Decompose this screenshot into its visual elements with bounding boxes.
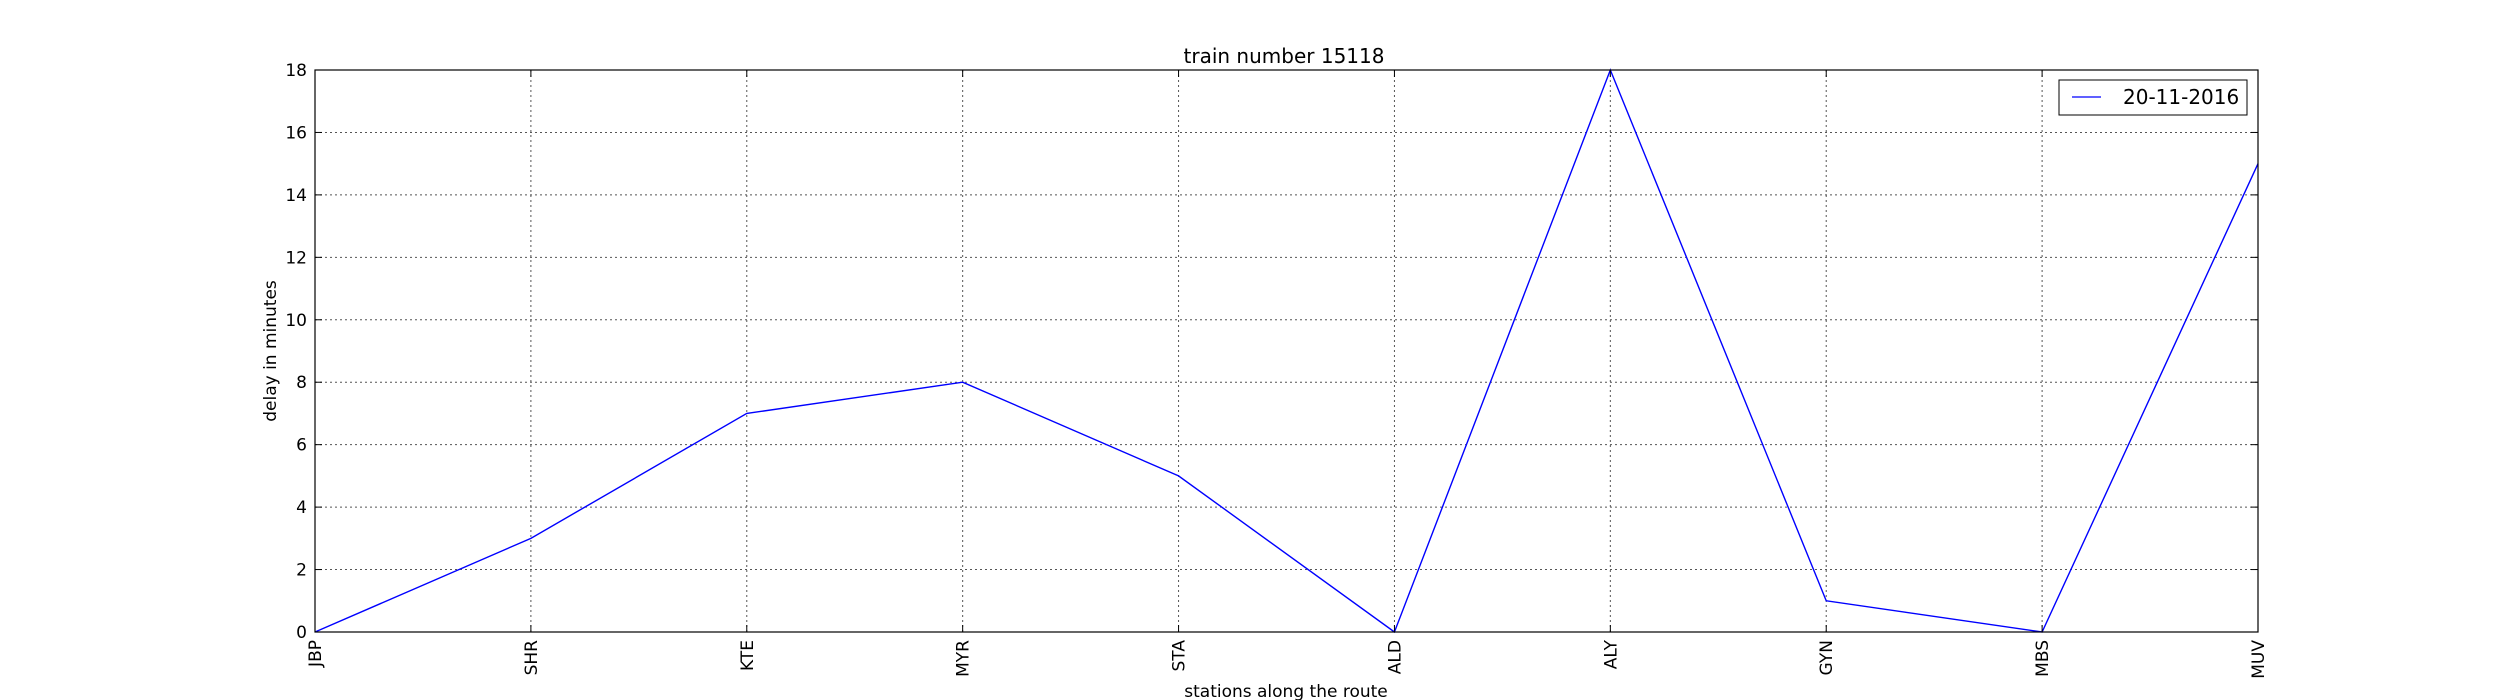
y-tick-label: 2	[296, 561, 307, 581]
x-tick-label: ALD	[1385, 640, 1405, 674]
y-tick-label: 10	[285, 311, 307, 331]
y-tick-label: 8	[296, 373, 307, 393]
y-tick-label: 12	[285, 248, 307, 268]
y-tick-labels: 0 2 4 6 8 10 12 14 16 18	[285, 61, 307, 643]
legend: 20-11-2016	[2058, 79, 2248, 116]
y-tick-label: 16	[285, 123, 307, 143]
grid-lines	[314, 69, 2259, 633]
x-tick-label: JBP	[306, 640, 326, 668]
x-tick-label: MUV	[2249, 640, 2269, 679]
y-tick-label: 4	[296, 498, 307, 518]
y-tick-label: 14	[285, 186, 307, 206]
legend-label: 20-11-2016	[2123, 85, 2239, 109]
y-axis-title: delay in minutes	[261, 280, 281, 422]
x-axis-title: stations along the route	[1184, 682, 1388, 700]
y-tick-label: 18	[285, 61, 307, 81]
y-tick-label: 0	[296, 623, 307, 643]
x-tick-label: MBS	[2033, 640, 2053, 677]
x-tick-labels: JBP SHR KTE MYR STA ALD ALY GYN MBS MUV	[306, 639, 2269, 678]
x-tick-label: GYN	[1817, 640, 1837, 675]
chart-title: train number 15118	[1184, 44, 1385, 68]
tick-marks	[314, 69, 2259, 633]
x-tick-label: MYR	[954, 640, 974, 677]
series-line	[314, 68, 2259, 634]
plot-frame	[314, 69, 2259, 633]
x-tick-label: ALY	[1601, 639, 1621, 669]
series-layer	[314, 68, 2259, 634]
x-tick-label: KTE	[738, 640, 758, 671]
y-tick-label: 6	[296, 436, 307, 456]
x-tick-label: SHR	[522, 640, 542, 676]
x-tick-label: STA	[1170, 640, 1190, 672]
